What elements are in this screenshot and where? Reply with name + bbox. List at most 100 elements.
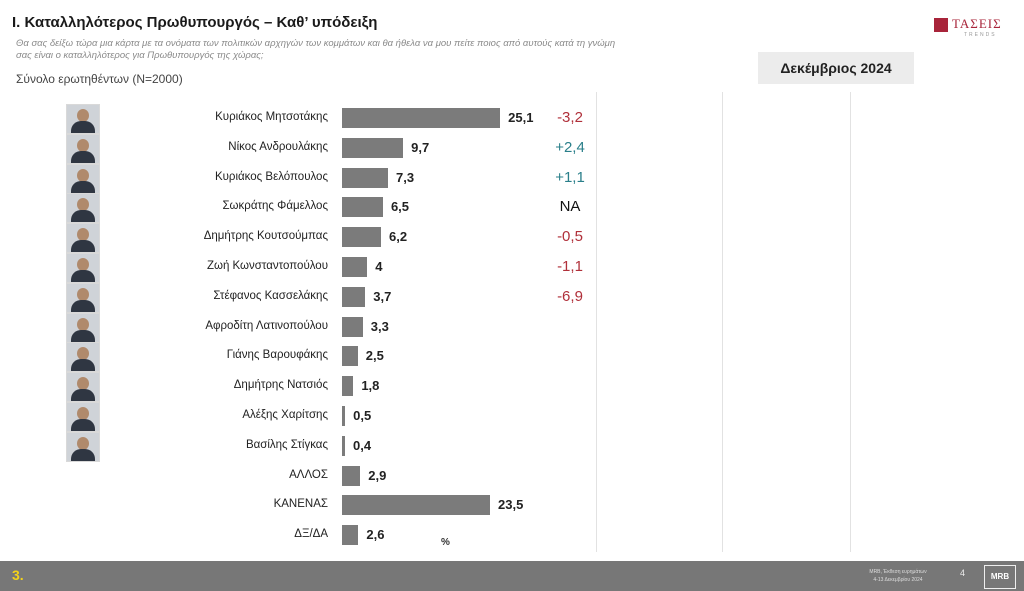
- leader-photo: [66, 193, 100, 224]
- logo-subtext: TRENDS: [964, 32, 997, 38]
- category-label: ΑΛΛΟΣ: [289, 468, 328, 481]
- photo-head: [77, 109, 89, 122]
- category-label: Γιάνης Βαρουφάκης: [226, 349, 328, 362]
- data-label: 4: [375, 259, 383, 274]
- bar: [342, 525, 359, 546]
- grid-line: [850, 92, 851, 552]
- category-label: Κυριάκος Βελόπουλος: [214, 170, 328, 183]
- change-label: -1,1: [557, 258, 583, 275]
- survey-question: Θα σας δείξω τώρα μια κάρτα με τα ονόματ…: [16, 38, 616, 61]
- category-label: Αλέξης Χαρίτσης: [242, 409, 328, 421]
- slide-number: 3.: [12, 567, 24, 583]
- footer-note-line2: 4-13 Δεκεμβρίου 2024: [873, 577, 923, 583]
- leader-photo: [66, 133, 100, 164]
- photo-head: [77, 198, 89, 212]
- leader-photo: [66, 282, 100, 313]
- bar: [342, 406, 346, 426]
- data-label: 7,3: [395, 169, 415, 185]
- change-label: -0,5: [557, 228, 583, 246]
- photo-head: [77, 168, 89, 182]
- photo-torso: [71, 359, 95, 372]
- photo-head: [77, 258, 89, 271]
- data-label: 6,5: [390, 199, 410, 215]
- data-label: 0,4: [353, 437, 372, 453]
- data-label: 2,9: [368, 467, 387, 483]
- data-label: 1,8: [361, 378, 380, 394]
- category-label: Δημήτρης Νατσιός: [233, 379, 328, 392]
- photo-head: [77, 228, 89, 242]
- mrb-logo: MRB: [984, 565, 1016, 589]
- change-label: +1,1: [555, 168, 585, 186]
- bar: [342, 257, 368, 277]
- category-label: Δημήτρης Κουτσούμπας: [203, 230, 328, 243]
- bar: [342, 227, 382, 248]
- photo-torso: [71, 210, 95, 223]
- photo-head: [77, 436, 89, 450]
- bar: [342, 197, 383, 218]
- bar: [342, 346, 358, 367]
- category-label: Αφροδίτη Λατινοπούλου: [205, 319, 328, 332]
- data-label: 3,3: [370, 318, 389, 334]
- chart-title: I. Καταλληλότερος Πρωθυπουργός – Καθ’ υπ…: [12, 14, 378, 31]
- photo-torso: [71, 270, 95, 282]
- category-label: Νίκος Ανδρουλάκης: [228, 140, 328, 153]
- sample-base: Σύνολο ερωτηθέντων (N=2000): [16, 72, 183, 86]
- photo-head: [77, 138, 89, 152]
- photo-head: [77, 317, 89, 331]
- bar: [342, 167, 388, 188]
- data-label: 9,7: [411, 139, 430, 155]
- change-label: -6,9: [557, 287, 583, 305]
- grid-line: [596, 92, 597, 552]
- bar: [342, 108, 501, 128]
- photo-torso: [71, 121, 95, 133]
- footer-bar: 3. MRB, Έκθεση ευρημάτων 4-13 Δεκεμβρίου…: [0, 561, 1024, 591]
- date-label: Δεκέμβριος 2024: [780, 60, 892, 76]
- photo-torso: [71, 389, 95, 402]
- leader-photo: [66, 312, 100, 343]
- leader-photo: [66, 372, 100, 403]
- logo-text: ΤΑΣΕΙΣ: [952, 16, 1002, 31]
- category-label: Ζωή Κωνσταντοπούλου: [206, 260, 328, 272]
- data-label: 0,5: [353, 408, 372, 423]
- leader-photo: [66, 431, 100, 462]
- category-label: Στέφανος Κασσελάκης: [213, 289, 328, 302]
- page-number: 4: [960, 568, 966, 578]
- footer-note: MRB, Έκθεση ευρημάτων 4-13 Δεκεμβρίου 20…: [846, 568, 950, 584]
- bar: [342, 435, 345, 456]
- category-label: Σωκράτης Φάμελλος: [222, 200, 328, 213]
- leader-photo: [66, 163, 100, 194]
- bar: [342, 286, 366, 307]
- photo-torso: [71, 329, 95, 342]
- leader-photo: [66, 253, 100, 283]
- leader-photo: [66, 342, 100, 373]
- bar: [342, 495, 491, 516]
- category-label: ΚΑΝΕΝΑΣ: [273, 498, 328, 511]
- bar: [342, 137, 404, 158]
- bar: [342, 465, 361, 486]
- category-label: ΔΞ/ΔΑ: [294, 528, 328, 541]
- category-label: Κυριάκος Μητσοτάκης: [215, 111, 328, 123]
- change-label: +2,4: [555, 138, 585, 156]
- data-label: 2,5: [365, 348, 384, 364]
- logo-mark-icon: [934, 18, 948, 32]
- date-box: Δεκέμβριος 2024: [758, 52, 914, 84]
- data-label: 6,2: [389, 229, 408, 245]
- photo-torso: [71, 180, 95, 193]
- data-label: 3,7: [373, 288, 392, 304]
- data-label: 2,6: [366, 527, 385, 543]
- photo-head: [77, 407, 89, 420]
- taseis-logo: ΤΑΣΕΙΣ TRENDS: [934, 14, 1014, 38]
- footer-note-line1: MRB, Έκθεση ευρημάτων: [869, 569, 927, 575]
- change-label: NA: [559, 198, 581, 216]
- leader-photo: [66, 223, 100, 254]
- photo-torso: [71, 240, 95, 253]
- photo-torso: [71, 448, 95, 461]
- change-label: -3,2: [557, 109, 583, 126]
- axis-unit-label: %: [441, 537, 450, 548]
- bar: [342, 316, 363, 337]
- leader-photo: [66, 402, 100, 432]
- photo-head: [77, 287, 89, 301]
- photo-torso: [71, 150, 95, 163]
- photo-head: [77, 347, 89, 361]
- photo-torso: [71, 419, 95, 431]
